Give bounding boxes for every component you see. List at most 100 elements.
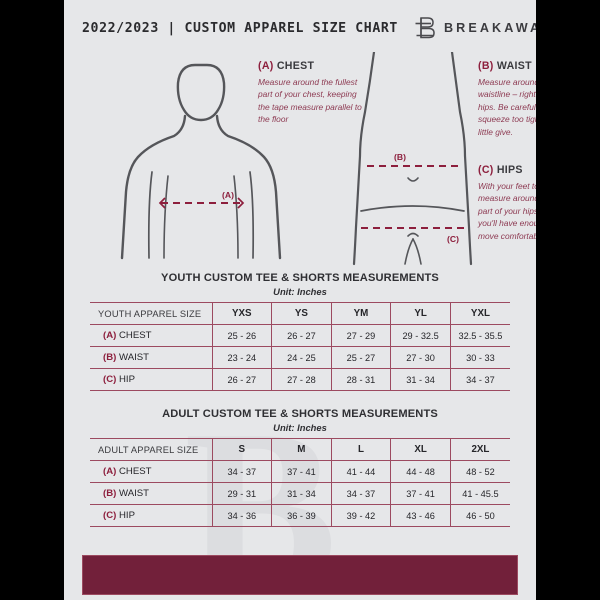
youth-size-header-yxl: YXL [449,302,510,325]
adult-row-tag-waist: (B) [103,488,117,499]
youth-waist-ys: 24 - 25 [271,346,332,369]
adult-row-name-chest: CHEST [119,466,152,477]
adult-waist-l: 34 - 37 [330,482,391,505]
youth-row-name-chest: CHEST [119,330,152,341]
table-row: (B) WAIST 23 - 24 24 - 25 25 - 27 27 - 3… [90,346,510,369]
adult-hip-m: 36 - 39 [271,504,332,527]
adult-row-label-hip: (C) HIP [90,504,212,527]
youth-label-header: YOUTH APPAREL SIZE [90,302,212,325]
youth-hip-ym: 28 - 31 [330,368,391,391]
adult-chest-m: 37 - 41 [271,460,332,483]
adult-row-tag-chest: (A) [103,466,117,477]
youth-size-header-yl: YL [390,302,451,325]
table-row: (A) CHEST 34 - 37 37 - 41 41 - 44 44 - 4… [90,460,510,483]
adult-hip-s: 34 - 36 [211,504,272,527]
adult-size-header-xl: XL [390,438,451,461]
youth-row-tag-waist: (B) [103,352,117,363]
table-row: (C) HIP 34 - 36 36 - 39 39 - 42 43 - 46 … [90,504,510,527]
youth-waist-yxl: 30 - 33 [449,346,510,369]
brand-lockup: BREAKAWAY [414,15,536,41]
chest-measure-line [158,197,245,209]
table-header-row: ADULT APPAREL SIZE S M L XL 2XL [90,438,510,461]
callout-hips-title: (C) HIPS [478,164,536,176]
adult-hip-2xl: 46 - 50 [449,504,510,527]
table-row: (C) HIP 26 - 27 27 - 28 28 - 31 31 - 34 … [90,368,510,391]
breakaway-b-logo-icon [414,15,436,41]
youth-chest-yl: 29 - 32.5 [390,324,451,347]
youth-size-table: YOUTH APPAREL SIZE YXS YS YM YL YXL (A) … [90,302,510,391]
callout-hips-body: With your feet together, measure around … [478,181,536,241]
adult-size-header-m: M [271,438,332,461]
adult-chest-s: 34 - 37 [211,460,272,483]
brand-name: BREAKAWAY [443,21,536,35]
youth-waist-yl: 27 - 30 [390,346,451,369]
callout-waist-body: Measure around your natural waistline – … [478,77,536,137]
adult-row-name-waist: WAIST [119,488,150,499]
youth-size-header-ym: YM [330,302,391,325]
callout-hips-tag: (C) [478,164,494,176]
youth-row-label-hip: (C) HIP [90,368,212,391]
page-header: 2022/2023 | CUSTOM APPAREL SIZE CHART BR… [64,0,536,56]
callout-chest-body: Measure around the fullest part of your … [258,77,362,125]
youth-table-title: YOUTH CUSTOM TEE & SHORTS MEASUREMENTS [161,272,439,284]
youth-hip-yxl: 34 - 37 [449,368,510,391]
callout-chest-name: CHEST [276,60,315,72]
adult-chest-2xl: 48 - 52 [449,460,510,483]
callout-waist-title: (B) WAIST [478,60,536,72]
adult-row-label-waist: (B) WAIST [90,482,212,505]
callout-waist: (B) WAIST Measure around your natural wa… [478,60,536,138]
table-row: (B) WAIST 29 - 31 31 - 34 34 - 37 37 - 4… [90,482,510,505]
adult-chest-l: 41 - 44 [330,460,391,483]
youth-row-label-waist: (B) WAIST [90,346,212,369]
adult-table-unit: Unit: Inches [273,422,327,433]
youth-size-header-ys: YS [271,302,332,325]
callout-hips-name: HIPS [496,164,523,176]
chest-line-label: (A) [222,190,234,200]
footer-accent-bar [82,555,518,595]
youth-chest-ym: 27 - 29 [330,324,391,347]
adult-row-tag-hip: (C) [103,510,117,521]
adult-size-header-2xl: 2XL [449,438,510,461]
youth-row-tag-chest: (A) [103,330,117,341]
youth-hip-ys: 27 - 28 [271,368,332,391]
callout-chest: (A) CHEST Measure around the fullest par… [258,60,362,126]
size-chart-page: B 2022/2023 | CUSTOM APPAREL SIZE CHART [64,0,536,600]
callout-hips: (C) HIPS With your feet together, measur… [478,164,536,242]
adult-waist-xl: 37 - 41 [390,482,451,505]
adult-chest-xl: 44 - 48 [390,460,451,483]
torso-front-figure [120,63,282,260]
adult-table-block: ADULT CUSTOM TEE & SHORTS MEASUREMENTS U… [64,408,536,527]
adult-size-table: ADULT APPAREL SIZE S M L XL 2XL (A) CHES… [90,438,510,527]
youth-chest-yxl: 32.5 - 35.5 [449,324,510,347]
youth-chest-yxs: 25 - 26 [211,324,272,347]
lower-body-front-figure [352,52,473,266]
adult-row-label-chest: (A) CHEST [90,460,212,483]
adult-size-header-s: S [211,438,272,461]
youth-waist-yxs: 23 - 24 [211,346,272,369]
adult-waist-2xl: 41 - 45.5 [449,482,510,505]
hip-line-label: (C) [447,234,459,244]
youth-waist-ym: 25 - 27 [330,346,391,369]
table-row: (A) CHEST 25 - 26 26 - 27 27 - 29 29 - 3… [90,324,510,347]
adult-waist-m: 31 - 34 [271,482,332,505]
youth-hip-yl: 31 - 34 [390,368,451,391]
page-title: 2022/2023 | CUSTOM APPAREL SIZE CHART [82,20,398,36]
adult-waist-s: 29 - 31 [211,482,272,505]
youth-row-label-chest: (A) CHEST [90,324,212,347]
adult-hip-l: 39 - 42 [330,504,391,527]
youth-table-unit: Unit: Inches [273,286,327,297]
youth-chest-ys: 26 - 27 [271,324,332,347]
measurement-diagram: (A) (B) [64,52,536,270]
adult-row-name-hip: HIP [119,510,135,521]
adult-hip-xl: 43 - 46 [390,504,451,527]
waist-line-label: (B) [394,152,406,162]
callout-waist-name: WAIST [496,60,532,72]
youth-row-tag-hip: (C) [103,374,117,385]
adult-size-header-l: L [330,438,391,461]
youth-table-block: YOUTH CUSTOM TEE & SHORTS MEASUREMENTS U… [64,272,536,391]
youth-row-name-hip: HIP [119,374,135,385]
table-header-row: YOUTH APPAREL SIZE YXS YS YM YL YXL [90,302,510,325]
callout-chest-tag: (A) [258,60,274,72]
youth-size-header-yxs: YXS [211,302,272,325]
youth-hip-yxs: 26 - 27 [211,368,272,391]
